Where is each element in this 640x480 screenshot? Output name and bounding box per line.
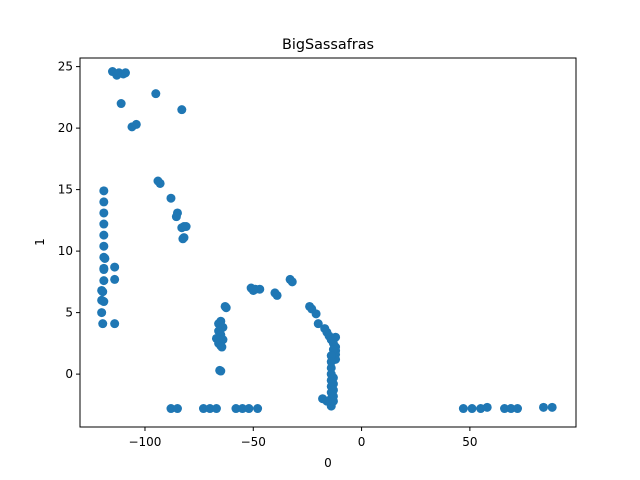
data-point-39	[179, 233, 189, 243]
data-point-37	[181, 222, 191, 232]
data-point-88	[328, 379, 338, 389]
y-tick-label: 25	[58, 60, 73, 74]
y-tick-label: 20	[58, 121, 73, 135]
data-point-107	[500, 404, 510, 414]
data-point-5	[116, 99, 126, 109]
data-point-104	[467, 404, 477, 414]
data-point-24	[99, 297, 109, 307]
y-axis-ticks: 0 5 10 15 20 25	[58, 60, 80, 381]
data-point-102	[253, 404, 263, 414]
data-point-98	[211, 404, 221, 414]
y-axis-title: 1	[33, 238, 47, 246]
data-point-47	[287, 277, 297, 287]
data-point-29	[110, 274, 120, 284]
data-point-63	[217, 342, 227, 352]
data-point-99	[231, 404, 241, 414]
data-point-110	[539, 402, 549, 412]
x-axis-ticks: −100 −50 0 50	[128, 427, 478, 449]
y-tick-label: 0	[65, 367, 73, 381]
y-tick-label: 15	[58, 183, 73, 197]
data-point-97	[205, 404, 215, 414]
y-tick-label: 10	[58, 244, 73, 258]
x-tick-label: 50	[462, 435, 477, 449]
data-point-106	[482, 402, 492, 412]
data-point-31	[155, 178, 165, 188]
data-point-4	[120, 68, 130, 78]
data-point-17	[100, 253, 110, 263]
data-point-12	[99, 208, 109, 218]
data-point-13	[99, 219, 109, 229]
data-point-32	[166, 193, 176, 203]
data-point-8	[151, 89, 161, 99]
x-tick-label: −100	[128, 435, 161, 449]
data-point-101	[244, 404, 254, 414]
x-tick-label: 0	[358, 435, 366, 449]
data-point-25	[97, 308, 107, 318]
data-point-27	[110, 319, 120, 329]
data-point-103	[458, 404, 468, 414]
data-point-108	[506, 404, 516, 414]
data-point-20	[99, 276, 109, 286]
data-point-89	[328, 385, 338, 395]
plot-area-frame	[79, 57, 577, 428]
data-point-65	[216, 366, 226, 376]
x-tick-label: −50	[241, 435, 266, 449]
data-point-93	[322, 396, 332, 406]
x-axis-title: 0	[324, 456, 332, 470]
y-tick-label: 5	[65, 306, 73, 320]
data-point-109	[513, 404, 523, 414]
data-point-9	[177, 105, 187, 115]
data-point-79	[326, 363, 336, 373]
data-point-95	[172, 404, 182, 414]
data-point-19	[99, 265, 109, 275]
data-points	[97, 67, 557, 414]
chart-title: BigSassafras	[282, 37, 374, 53]
data-point-34	[171, 212, 181, 222]
data-point-10	[99, 186, 109, 196]
data-point-100	[237, 404, 247, 414]
data-point-28	[110, 262, 120, 272]
data-point-14	[99, 230, 109, 240]
data-point-71	[331, 332, 341, 342]
data-point-50	[311, 309, 321, 319]
data-point-43	[248, 285, 258, 295]
data-point-87	[328, 373, 338, 383]
data-point-91	[328, 396, 338, 406]
data-point-26	[98, 319, 108, 329]
data-point-111	[547, 402, 557, 412]
data-point-15	[99, 241, 109, 251]
data-point-51	[313, 319, 323, 329]
data-point-77	[326, 351, 336, 361]
data-point-22	[98, 287, 108, 297]
data-point-94	[166, 404, 176, 414]
data-point-96	[198, 404, 208, 414]
data-point-53	[221, 303, 231, 313]
data-point-45	[272, 290, 282, 300]
data-point-7	[131, 119, 141, 129]
data-point-78	[326, 357, 336, 367]
data-point-11	[99, 197, 109, 207]
